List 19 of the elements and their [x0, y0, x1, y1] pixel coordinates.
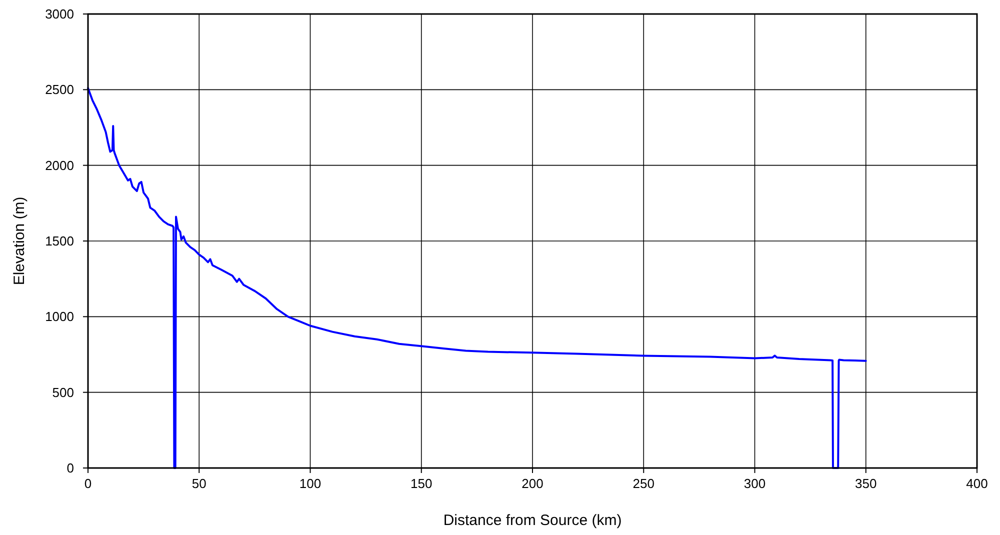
y-tick-label: 3000	[45, 6, 74, 22]
x-tick-label: 100	[299, 476, 322, 491]
y-tick-label: 2000	[45, 158, 74, 173]
y-tick-label: 500	[52, 384, 74, 400]
x-tick-label: 50	[192, 476, 206, 491]
x-tick-label: 150	[410, 476, 432, 491]
x-tick-label: 200	[522, 476, 544, 491]
y-tick-label: 2500	[45, 82, 74, 98]
x-axis-title: Distance from Source (km)	[443, 512, 622, 529]
y-tick-label: 1500	[45, 234, 74, 248]
y-axis-title: Elevation (m)	[11, 196, 28, 286]
x-tick-label: 0	[84, 476, 92, 491]
x-tick-label: 250	[632, 476, 654, 491]
x-tick-label: 400	[966, 476, 988, 491]
x-tick-label: 300	[744, 476, 766, 491]
line-series	[87, 87, 867, 469]
y-tick-label: 0	[66, 460, 74, 476]
y-tick-label: 1000	[45, 309, 74, 324]
x-tick-label: 350	[855, 476, 877, 491]
